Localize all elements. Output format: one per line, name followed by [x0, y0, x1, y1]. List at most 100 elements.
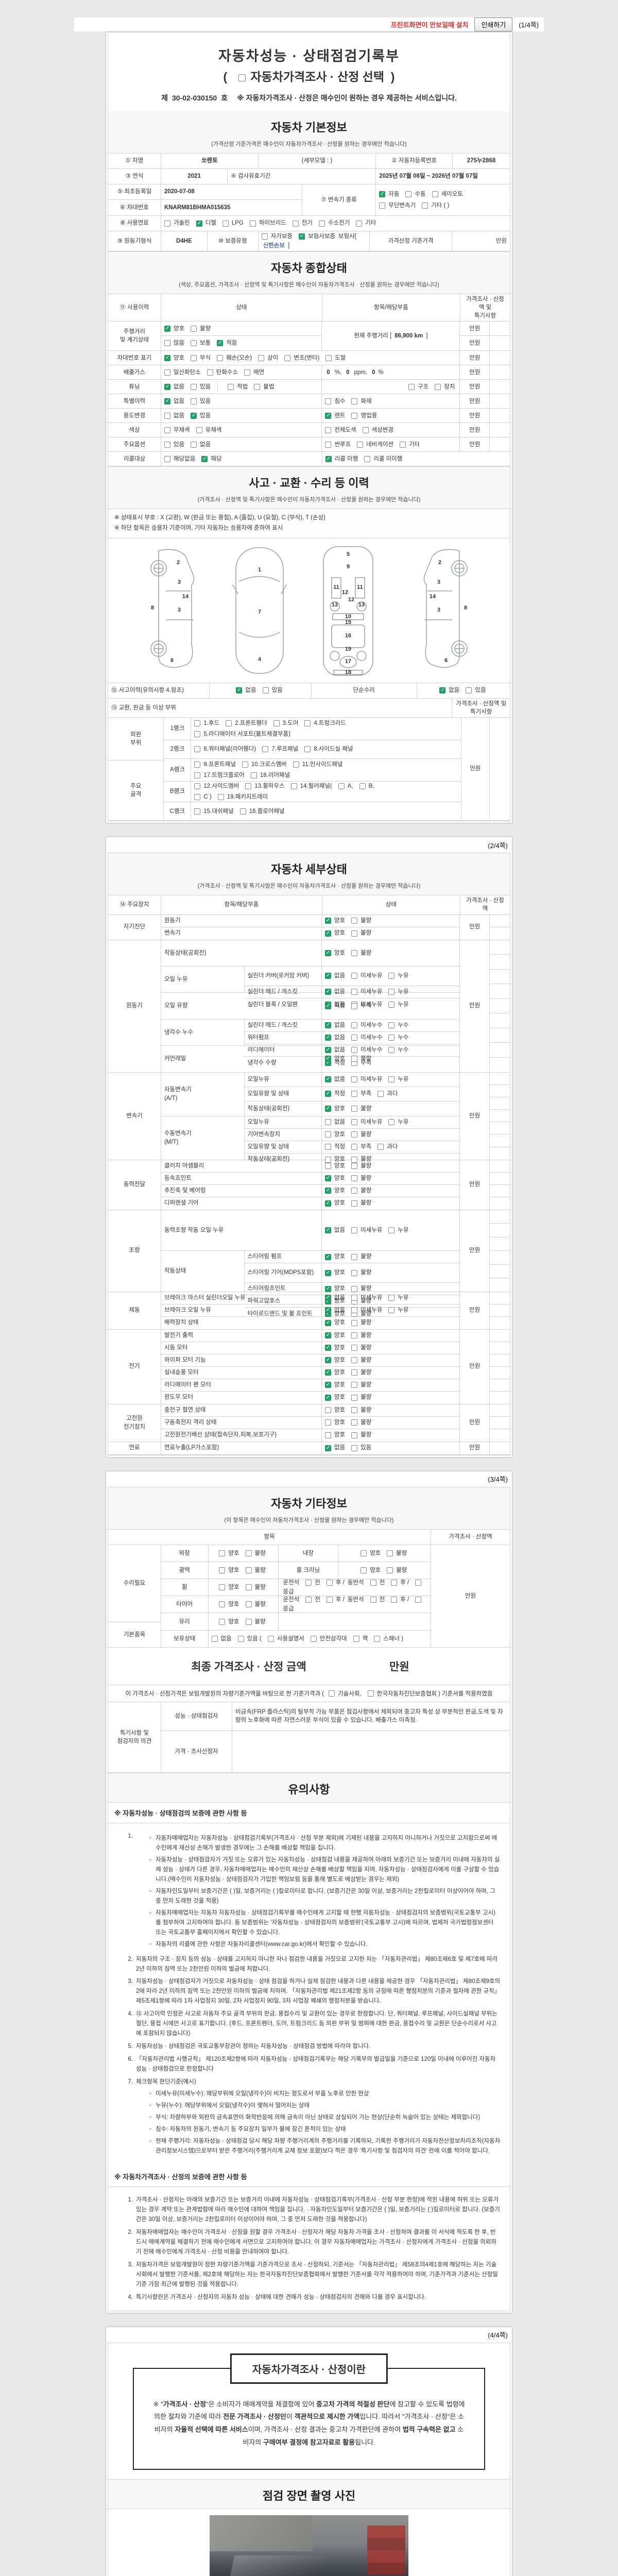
checked-checkbox-icon [191, 412, 197, 419]
table-row: 작동상태(공회전) 양호 불량 [245, 1101, 460, 1116]
cell: 브레이크 마스터 실린더오일 누유없음미세누유누유브레이크 오일 누유없음미세누… [161, 1292, 460, 1329]
cell-content: 시동 모터 [164, 1344, 188, 1351]
text: 불량 [396, 1567, 407, 1573]
text: 양호 [334, 950, 346, 956]
cell: 15.대쉬패널 16.플로어패널 [191, 802, 460, 820]
cell-content: 냉각수 누수 [164, 1029, 194, 1036]
text: 후 / [335, 1597, 345, 1603]
cell-content: 원동기 [164, 917, 181, 924]
cell-content: 구조 장치 [325, 383, 456, 391]
cell-content: 튜닝 [129, 383, 140, 390]
checkbox-icon [196, 427, 202, 433]
notice-item-text: 자동차의 구조 · 장치 등의 성능 · 상태를 고지하지 아니한 자나 점검한… [136, 1956, 498, 1972]
table-row: 발전기 출력 양호 불량 [161, 1329, 460, 1342]
cell-content: 렌트 영업용 [325, 412, 456, 420]
part-number-label: 12 [342, 589, 348, 596]
cell: 전체도색 색상변경 [322, 423, 460, 437]
checked-checkbox-icon [324, 1034, 331, 1041]
cell: 자동변속기 (A/T) [161, 1072, 245, 1116]
checkbox-icon [304, 720, 311, 726]
cell: 만원 [460, 321, 489, 335]
checkbox-icon [351, 1056, 358, 1062]
checked-checkbox-icon [324, 1227, 331, 1234]
text: 없음 [334, 1118, 346, 1125]
cell: 양호 불량 [322, 1342, 459, 1354]
text: 양호 [334, 1187, 346, 1194]
notice-item-text: 자동차가격은 보험개발원이 정한 차량기준가액을 기준가격으로 조사 · 산정하… [136, 2261, 498, 2287]
checkbox-icon [351, 1345, 358, 1351]
checkbox-icon [305, 1597, 312, 1603]
cell [490, 1058, 510, 1072]
cell: 작동상태 [161, 1251, 245, 1292]
checkbox-icon [435, 383, 441, 390]
text: 양호 [173, 325, 185, 332]
cell: 적정 부족 과다 [322, 1087, 459, 1101]
cell-content: 양호 불량 [324, 949, 456, 957]
checkbox-icon [194, 761, 201, 768]
checkbox-icon [194, 783, 201, 789]
print-button[interactable]: 인쇄하기 [474, 18, 513, 31]
cell: 없음 미세누수 누수 [322, 1044, 459, 1056]
checked-checkbox-icon [324, 1294, 331, 1301]
checkbox-icon [377, 1144, 384, 1150]
cell: 성능 · 상태점검자 비금속(FRP 플라스틱)의 탈부착 가능 부품은 점검사항… [161, 1702, 510, 1772]
cell-content: ② 자동차등록번호 [391, 158, 437, 164]
cell-content: 만원 [469, 369, 480, 376]
first-registration-value: 2020-07-08 [161, 184, 302, 199]
text: 구조 [418, 383, 429, 390]
cell-content: 비금속(FRP 플라스틱)의 탈부착 가능 부품은 점검사항에서 제외되며 중고… [235, 1709, 503, 1724]
text: 누수 [398, 1022, 409, 1029]
text: 불량 [360, 1162, 372, 1169]
checkbox-icon [387, 1567, 393, 1573]
section-note: (가격조사 · 산정액 및 특기사항은 매수인이 자동차가격조사 · 산정을 원… [197, 883, 421, 890]
text: 불량 [360, 1105, 372, 1112]
cell: 스티어링 펌프 [245, 1251, 322, 1263]
cell: 6.쿼터패널(리어휀다) 7.루프패널 8.사이드실 패널 [191, 740, 460, 758]
cell: 양호 불량 [338, 1545, 431, 1562]
checkbox-icon [351, 1419, 358, 1426]
table-row: 항목 가격조사 · 산정액 [108, 1529, 510, 1545]
checkbox-icon [351, 1188, 358, 1194]
text: 양호 [334, 1357, 346, 1363]
notice-item-number: 2. [128, 1956, 133, 1962]
cell: 내장 [279, 1545, 339, 1562]
text: 양호 [334, 1253, 346, 1260]
cell: 오일 유량 [161, 993, 322, 1019]
cell-content: 가격조사 · 산정액 및 특기사항 [466, 296, 504, 319]
column-header: 상태 [322, 895, 461, 914]
text: 양호 [228, 1567, 239, 1573]
checkbox-icon [242, 761, 248, 768]
cell-content: 제동 [129, 1307, 140, 1314]
checkbox-icon [244, 369, 251, 376]
bullet-icon: ◦ [149, 2126, 152, 2133]
cell-content: 연료 [129, 1445, 140, 1451]
table-row [489, 1097, 510, 1110]
text-run: 소비자의 [243, 2426, 464, 2446]
text: 전 [315, 1580, 320, 1586]
cell-content: 배출가스 [123, 369, 146, 376]
cell [490, 1404, 510, 1416]
checkbox-icon [164, 412, 170, 419]
cell: 원동기 [108, 940, 161, 1072]
checkbox-icon [219, 1550, 226, 1556]
checked-checkbox-icon [324, 988, 331, 995]
cell [489, 1073, 510, 1160]
table-row [489, 1185, 510, 1197]
row-label: 리콜대상 [108, 452, 161, 466]
bullet-icon: ◦ [149, 1909, 152, 1916]
cell-content: 없음 미세누유 누유 [324, 972, 456, 980]
text: 많음 [173, 340, 185, 347]
cell-content: 휠 [181, 1584, 187, 1591]
cell: 양호 불량 [161, 321, 321, 335]
price-unit: 만원 [452, 231, 510, 251]
text: 있음 ( [247, 1635, 262, 1642]
checkbox-icon [351, 989, 358, 995]
checkbox-icon [351, 1076, 358, 1083]
table-row: 오일누유 없음 미세누유 누유 [244, 1072, 460, 1087]
simple-repair-checks: 없음 있음 [417, 683, 510, 698]
text: 전 [379, 1597, 385, 1603]
checkbox-icon [324, 1407, 331, 1413]
